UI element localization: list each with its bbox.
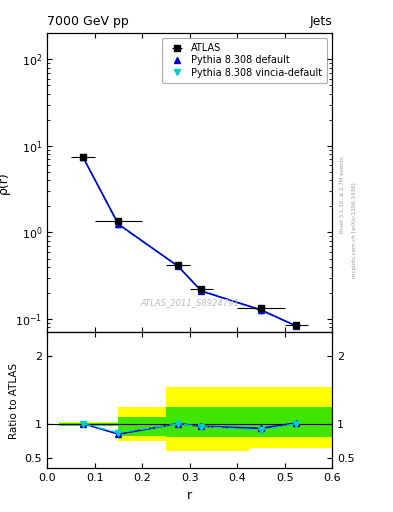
Text: Jets: Jets bbox=[309, 15, 332, 28]
Text: Rivet 3.1.10, ≥ 2.7M events: Rivet 3.1.10, ≥ 2.7M events bbox=[340, 156, 345, 233]
Y-axis label: ρ(r): ρ(r) bbox=[0, 172, 10, 194]
Text: mcplots.cern.ch [arXiv:1306.3436]: mcplots.cern.ch [arXiv:1306.3436] bbox=[352, 183, 357, 278]
Line: Pythia 8.308 vincia-default: Pythia 8.308 vincia-default bbox=[80, 154, 299, 329]
Pythia 8.308 default bbox=[259, 307, 263, 313]
Pythia 8.308 vincia-default bbox=[175, 263, 180, 269]
Text: ATLAS_2011_S8924791: ATLAS_2011_S8924791 bbox=[140, 298, 239, 307]
Pythia 8.308 default bbox=[199, 288, 204, 294]
Pythia 8.308 default bbox=[116, 221, 121, 227]
X-axis label: r: r bbox=[187, 489, 192, 502]
Text: 7000 GeV pp: 7000 GeV pp bbox=[47, 15, 129, 28]
Pythia 8.308 vincia-default bbox=[199, 287, 204, 293]
Pythia 8.308 vincia-default bbox=[294, 323, 299, 329]
Pythia 8.308 vincia-default bbox=[81, 154, 85, 160]
Y-axis label: Ratio to ATLAS: Ratio to ATLAS bbox=[9, 362, 19, 439]
Line: Pythia 8.308 default: Pythia 8.308 default bbox=[80, 154, 299, 329]
Pythia 8.308 default bbox=[294, 323, 299, 329]
Legend: ATLAS, Pythia 8.308 default, Pythia 8.308 vincia-default: ATLAS, Pythia 8.308 default, Pythia 8.30… bbox=[162, 38, 327, 83]
Pythia 8.308 vincia-default bbox=[259, 308, 263, 314]
Pythia 8.308 default bbox=[81, 154, 85, 160]
Pythia 8.308 default bbox=[175, 263, 180, 269]
Pythia 8.308 vincia-default bbox=[116, 222, 121, 228]
